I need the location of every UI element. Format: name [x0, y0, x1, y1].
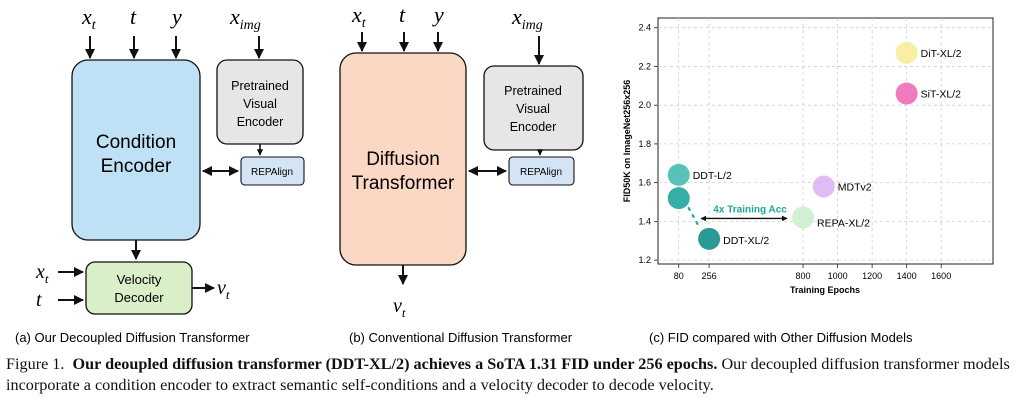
- data-point: [895, 82, 918, 105]
- input-xt: xt: [81, 4, 97, 33]
- input-ximg: ximg: [229, 4, 261, 33]
- caption-rest: Our decoupled diffusion transformer mode…: [6, 355, 1010, 394]
- data-point-label: DDT-XL/2: [723, 235, 769, 247]
- panel-a: xt t y Condition Encoder ximg Pretrained…: [15, 4, 305, 345]
- data-point-label: REPA-XL/2: [817, 218, 870, 230]
- caption-prefix: Figure 1.: [6, 355, 65, 373]
- y-tick-label: 1.6: [638, 178, 651, 188]
- y-tick-label: 2.0: [638, 100, 651, 110]
- caption-a: (a) Our Decoupled Diffusion Transformer: [15, 330, 250, 345]
- data-point: [812, 175, 835, 198]
- chart-frame: [657, 17, 994, 265]
- data-point-label: DiT-XL/2: [921, 48, 962, 60]
- caption-b: (b) Conventional Diffusion Transformer: [349, 330, 573, 345]
- input-b-t: t: [399, 2, 406, 27]
- chart-points: DiT-XL/2 SiT-XL/2 MDTv2 REPA-XL/2 DDT-L/2 DDT…: [667, 41, 962, 250]
- condition-encoder-label-2: Encoder: [101, 156, 172, 177]
- x-tick-label: 80: [674, 271, 684, 281]
- data-point-label: DDT-L/2: [693, 170, 732, 182]
- repa-label-b: REPAlign: [520, 167, 562, 178]
- y-tick-label: 1.2: [638, 255, 651, 265]
- chart-ticks: 80 256 800 1000 1200 1400 1600 1.2 1.4 1.6 1.8 2.0 2…: [638, 23, 951, 281]
- x-tick-label: 1600: [931, 271, 951, 281]
- y-tick-label: 2.2: [638, 61, 651, 71]
- data-point-label: MDTv2: [838, 182, 872, 194]
- decoder-input-xt: xt: [35, 261, 49, 286]
- input-b-xt: xt: [351, 2, 367, 31]
- velocity-decoder-label-1: Velocity: [117, 272, 162, 287]
- input-b-y: y: [432, 2, 444, 27]
- pretrained-label-b-3: Encoder: [510, 120, 557, 134]
- chart-grid: [658, 18, 993, 264]
- y-tick-label: 1.8: [638, 139, 651, 149]
- condition-encoder-label-1: Condition: [96, 132, 176, 153]
- caption-bold: Our deoupled diffusion transformer (DDT-…: [72, 355, 718, 373]
- data-point: [667, 187, 690, 210]
- figure-caption: Figure 1. Our deoupled diffusion transfo…: [6, 354, 1018, 396]
- caption-c: (c) FID compared with Other Diffusion Mo…: [649, 330, 913, 345]
- decoder-input-t: t: [36, 289, 42, 311]
- velocity-decoder-label-2: Decoder: [114, 290, 164, 305]
- y-tick-label: 2.4: [638, 23, 651, 33]
- input-b-ximg: ximg: [511, 4, 543, 33]
- diffusion-transformer-label-1: Diffusion: [366, 149, 440, 170]
- input-t: t: [130, 4, 137, 29]
- data-point: [698, 227, 721, 250]
- pretrained-label-b-1: Pretrained: [504, 84, 562, 98]
- data-point: [792, 206, 815, 229]
- x-tick-label: 1000: [828, 271, 848, 281]
- chart-y-label: FID50K on ImageNet256x256: [622, 80, 632, 203]
- pretrained-label-b-2: Visual: [516, 102, 550, 116]
- decoder-output-vt: vt: [217, 277, 230, 302]
- repa-box-a: [240, 156, 305, 186]
- repa-label-a: REPAlign: [251, 167, 293, 178]
- x-tick-label: 800: [796, 271, 811, 281]
- repa-box-b: [508, 156, 575, 186]
- x-tick-label: 1400: [897, 271, 917, 281]
- trend-dotted-line: [687, 207, 701, 228]
- pretrained-label-a-1: Pretrained: [231, 79, 289, 93]
- chart-x-label: Training Epochs: [790, 285, 860, 295]
- pretrained-encoder-box-b: [483, 65, 584, 151]
- velocity-decoder-box: [85, 261, 193, 315]
- y-tick-label: 1.4: [638, 216, 651, 226]
- figure: xt t y Condition Encoder ximg Pretrained…: [15, 2, 994, 345]
- fid-chart: 80 256 800 1000 1200 1400 1600 1.2 1.4 1.6 1.8 2.0 2…: [622, 17, 994, 345]
- x-tick-label: 256: [702, 271, 717, 281]
- speedup-label: 4x Training Acc: [713, 204, 787, 215]
- data-point-label: SiT-XL/2: [921, 89, 961, 101]
- data-point: [667, 163, 690, 186]
- input-y: y: [170, 4, 182, 29]
- panel-b: xt t y Diffusion Transformer ximg Pretra…: [339, 2, 584, 345]
- diffusion-transformer-label-2: Transformer: [352, 173, 455, 194]
- x-tick-label: 1200: [862, 271, 882, 281]
- chart-annotation: 4x Training Acc: [687, 204, 788, 228]
- pretrained-label-a-2: Visual: [243, 97, 277, 111]
- pretrained-label-a-3: Encoder: [237, 115, 284, 129]
- data-point: [895, 41, 918, 64]
- output-b-vt: vt: [393, 295, 406, 320]
